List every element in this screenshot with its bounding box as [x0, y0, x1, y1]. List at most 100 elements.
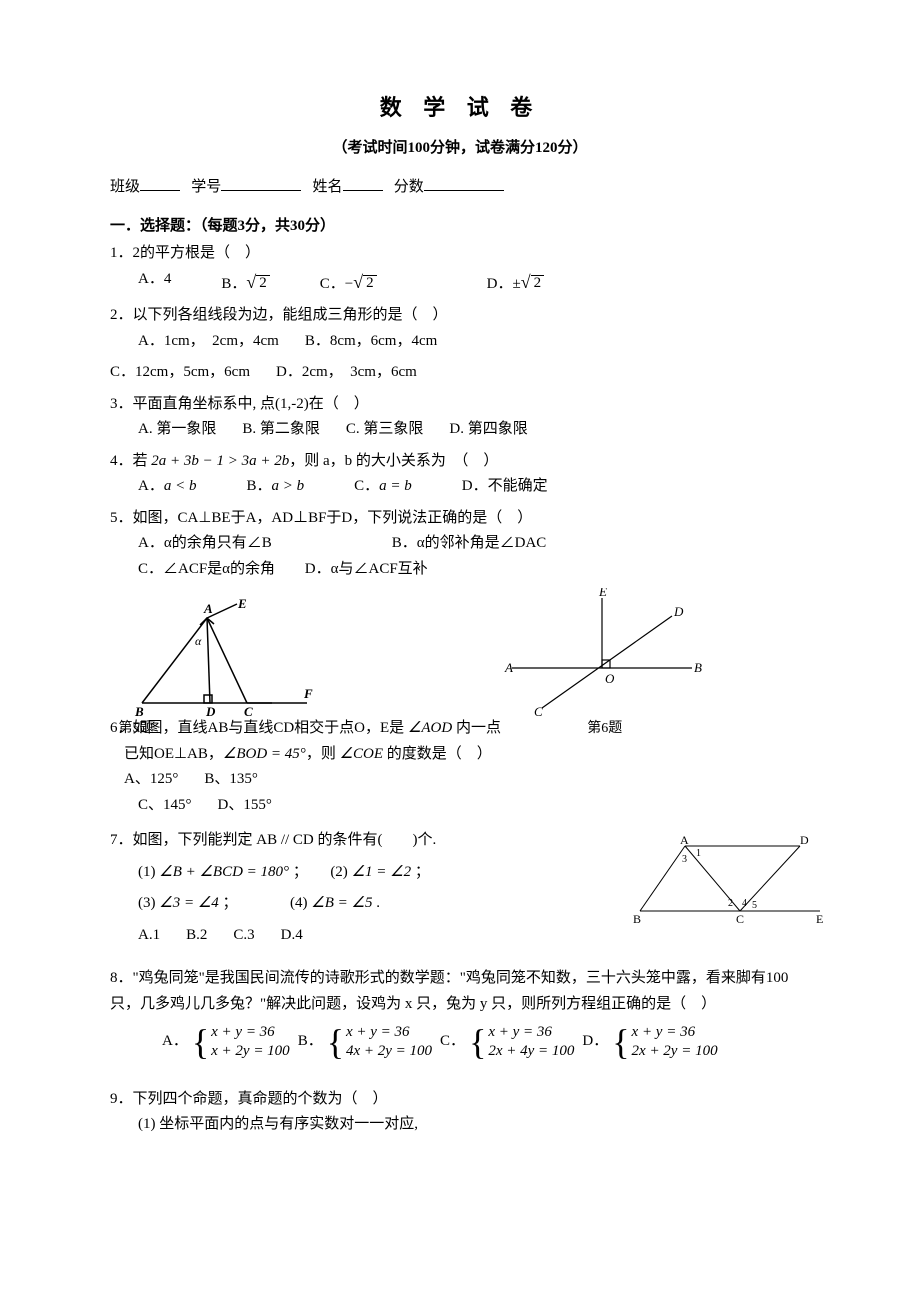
q3-stem: 3．平面直角坐标系中, 点(1,-2)在（ ） — [110, 392, 810, 418]
q2-opt-c: C．12cm，5cm，6cm — [110, 360, 250, 386]
q1-opt-c: C．−√2 — [320, 267, 377, 298]
figures-row: A E B D C F α E D A B O — [132, 588, 810, 718]
q1-opt-b: B．√2 — [221, 267, 269, 298]
q1: 1．2的平方根是（ ） A．4 B．√2 C．−√2 D．±√2 — [110, 241, 810, 297]
q5-opt-c: C．∠ACF是α的余角 — [138, 561, 275, 577]
blank-id[interactable] — [221, 176, 301, 191]
q8-opt-d-lbl: D． — [582, 1029, 608, 1055]
label-id: 学号 — [191, 179, 221, 195]
fig5-svg: A E B D C F α — [132, 598, 322, 718]
q1-opt-d: D．±√2 — [487, 267, 544, 298]
q2-stem: 2．以下列各组线段为边，能组成三角形的是（ ） — [110, 303, 810, 329]
q3-opt-a: A. 第一象限 — [138, 417, 216, 443]
q7-opt-a: A.1 — [138, 923, 160, 949]
q1-stem: 1．2的平方根是（ ） — [110, 241, 810, 267]
q4-opt-d: D．不能确定 — [462, 474, 548, 500]
q5-opt-a: A．α的余角只有∠B — [138, 531, 338, 557]
fig5-caption: 第5题 — [118, 721, 153, 736]
q3-opt-b: B. 第二象限 — [242, 417, 320, 443]
q8-opt-b: {x + y = 364x + 2y = 100 — [327, 1023, 432, 1061]
page-subtitle: （考试时间100分钟，试卷满分120分） — [110, 136, 810, 157]
q7-options: A.1 B.2 C.3 D.4 — [110, 923, 810, 949]
q4-opt-b: B．a > b — [246, 474, 304, 500]
svg-text:B: B — [694, 660, 702, 675]
q9: 9．下列四个命题，真命题的个数为（ ） (1) 坐标平面内的点与有序实数对一一对… — [110, 1087, 810, 1138]
q6-line1: 6．如图，直线AB与直线CD相交于点O，E是 ∠AOD 内一点 第5题 第6题 — [110, 716, 810, 742]
q9-c1: (1) 坐标平面内的点与有序实数对一一对应, — [110, 1112, 810, 1138]
q4-opt-c: C．a = b — [354, 474, 412, 500]
svg-text:O: O — [605, 671, 615, 686]
figure-5: A E B D C F α — [132, 598, 322, 718]
fig6-svg: E D A B O C — [502, 588, 702, 718]
q6-opt-a: A、125° — [124, 767, 178, 793]
q2-opt-d: D．2cm， 3cm，6cm — [276, 360, 417, 386]
svg-text:A: A — [680, 836, 689, 847]
svg-text:3: 3 — [682, 854, 687, 865]
q5-opt-b: B．α的邻补角是∠DAC — [392, 535, 547, 551]
q3: 3．平面直角坐标系中, 点(1,-2)在（ ） A. 第一象限 B. 第二象限 … — [110, 392, 810, 443]
svg-text:2: 2 — [728, 898, 733, 909]
q7-opt-c: C.3 — [233, 923, 254, 949]
q5-stem: 5．如图，CA⊥BE于A，AD⊥BF于D，下列说法正确的是（ ） — [110, 506, 810, 532]
q5-row1: A．α的余角只有∠B B．α的邻补角是∠DAC — [110, 531, 810, 557]
fig7-svg: A D B C E 1 3 2 4 5 — [630, 836, 830, 926]
svg-text:D: D — [800, 836, 809, 847]
svg-text:1: 1 — [696, 848, 701, 859]
label-class: 班级 — [110, 179, 140, 195]
svg-text:4: 4 — [742, 898, 747, 909]
q4-opt-a: A．a < b — [138, 474, 196, 500]
figure-6: E D A B O C — [502, 588, 702, 718]
q8-opt-a-lbl: A． — [162, 1029, 188, 1055]
svg-text:E: E — [237, 598, 247, 611]
svg-text:B: B — [633, 912, 641, 926]
student-info-row: 班级 学号 姓名 分数 — [110, 175, 810, 196]
q7-opt-d: D.4 — [281, 923, 303, 949]
q1-options: A．4 B．√2 C．−√2 D．±√2 — [110, 267, 810, 298]
q9-stem: 9．下列四个命题，真命题的个数为（ ） — [110, 1087, 810, 1113]
q8-opt-d: {x + y = 362x + 2y = 100 — [612, 1023, 717, 1061]
q2-opt-b: B．8cm，6cm，4cm — [305, 329, 437, 355]
q2-row1: A．1cm， 2cm，4cm B．8cm，6cm，4cm — [110, 329, 810, 355]
q2: 2．以下列各组线段为边，能组成三角形的是（ ） A．1cm， 2cm，4cm B… — [110, 303, 810, 386]
exam-page: 数 学 试 卷 （考试时间100分钟，试卷满分120分） 班级 学号 姓名 分数… — [0, 0, 920, 1302]
q6-line2: 已知OE⊥AB，∠BOD = 45°，则 ∠COE 的度数是（ ） — [110, 742, 810, 768]
q1-opt-a: A．4 — [138, 267, 171, 298]
q6-opt-c: C、145° — [138, 793, 192, 819]
q6-opt-b: B、135° — [204, 767, 258, 793]
svg-text:A: A — [203, 601, 213, 616]
q8-opt-c-lbl: C． — [440, 1029, 465, 1055]
fig6-caption: 第6题 — [587, 721, 622, 736]
q5-row2: C．∠ACF是α的余角 D．α与∠ACF互补 — [110, 557, 810, 583]
q5: 5．如图，CA⊥BE于A，AD⊥BF于D，下列说法正确的是（ ） A．α的余角只… — [110, 506, 810, 583]
svg-text:E: E — [816, 912, 823, 926]
q6-opts-2: C、145° D、155° — [110, 793, 810, 819]
q6-opt-d: D、155° — [218, 793, 272, 819]
svg-text:A: A — [504, 660, 513, 675]
q8-opt-b-lbl: B． — [298, 1029, 323, 1055]
q8-stem: 8．"鸡兔同笼"是我国民间流传的诗歌形式的数学题："鸡兔同笼不知数，三十六头笼中… — [110, 966, 810, 1017]
label-score: 分数 — [394, 179, 424, 195]
svg-text:α: α — [195, 634, 202, 648]
q4-options: A．a < b B．a > b C．a = b D．不能确定 — [110, 474, 810, 500]
section-1-head: 一．选择题：（每题3分，共30分） — [110, 214, 810, 235]
label-name: 姓名 — [313, 179, 343, 195]
q6-opts-1: A、125° B、135° — [110, 767, 810, 793]
blank-score[interactable] — [424, 176, 504, 191]
blank-name[interactable] — [343, 176, 383, 191]
q8-opt-a: {x + y = 36x + 2y = 100 — [192, 1023, 290, 1061]
q3-opt-d: D. 第四象限 — [449, 417, 527, 443]
q2-opt-a: A．1cm， 2cm，4cm — [138, 329, 279, 355]
q2-row2: C．12cm，5cm，6cm D．2cm， 3cm，6cm — [110, 360, 810, 386]
svg-text:D: D — [673, 604, 684, 619]
blank-class[interactable] — [140, 176, 180, 191]
q7-opt-b: B.2 — [186, 923, 207, 949]
q5-opt-d: D．α与∠ACF互补 — [305, 561, 428, 577]
q3-opt-c: C. 第三象限 — [346, 417, 424, 443]
svg-text:E: E — [598, 588, 607, 599]
page-title: 数 学 试 卷 — [110, 90, 810, 122]
svg-text:F: F — [303, 686, 313, 701]
q3-options: A. 第一象限 B. 第二象限 C. 第三象限 D. 第四象限 — [110, 417, 810, 443]
q4: 4．若 2a + 3b − 1 > 3a + 2b，则 a，b 的大小关系为 （… — [110, 449, 810, 500]
svg-text:C: C — [736, 912, 744, 926]
q8: 8．"鸡兔同笼"是我国民间流传的诗歌形式的数学题："鸡兔同笼不知数，三十六头笼中… — [110, 966, 810, 1061]
